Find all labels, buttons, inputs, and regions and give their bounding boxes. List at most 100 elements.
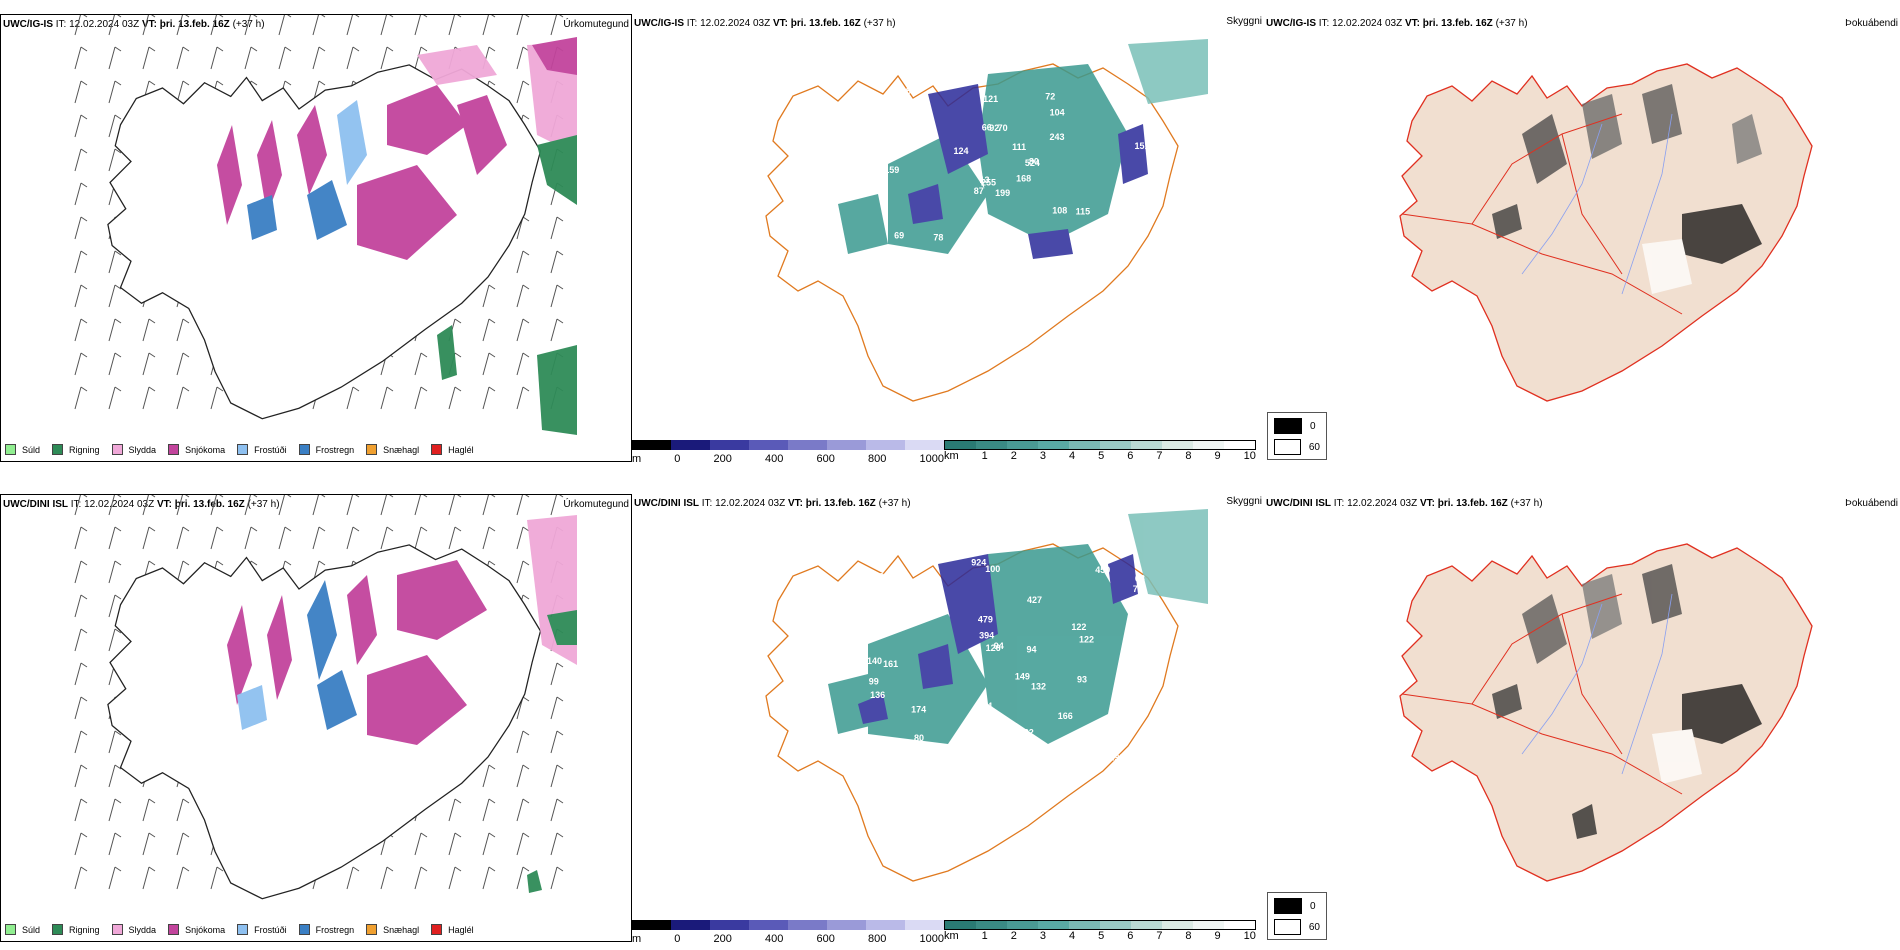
legend-swatch: [168, 924, 180, 935]
visibility-value: 198: [1109, 752, 1124, 762]
wind-barb-icon: [176, 386, 190, 410]
wind-barb-icon: [516, 798, 530, 822]
wind-barb-icon: [312, 15, 326, 36]
wind-barb-icon: [414, 866, 428, 890]
wind-barb-icon: [142, 526, 156, 550]
wind-barb-icon: [414, 832, 428, 856]
legend-swatch: [366, 924, 378, 935]
visibility-value: 124: [954, 146, 969, 156]
wind-barb-icon: [550, 216, 564, 240]
visibility-value: 109: [851, 642, 866, 652]
wind-barb-icon: [346, 46, 360, 70]
visibility-value: 78: [980, 244, 990, 254]
legend-swatch: [111, 924, 123, 935]
wind-barb-icon: [550, 15, 564, 36]
panel-header: UWC/DINI ISL IT: 12.02.2024 03Z VT: þri.…: [1266, 498, 1543, 509]
wind-barb-icon: [448, 866, 462, 890]
wind-barb-icon: [516, 386, 530, 410]
visibility-value: 243: [1050, 132, 1065, 142]
visibility-panel-2: UWC/DINI ISL IT: 12.02.2024 03Z VT: þri.…: [632, 494, 1264, 942]
wind-barb-icon: [516, 526, 530, 550]
wind-barb-icon: [74, 15, 88, 36]
wind-barb-icon: [482, 798, 496, 822]
fog-legend-1: 0 60: [1267, 412, 1327, 460]
wind-barb-icon: [142, 46, 156, 70]
height-scale-bar: [632, 440, 944, 450]
wind-barb-icon: [482, 386, 496, 410]
scale-unit: m: [632, 933, 642, 942]
wind-barb-icon: [108, 318, 122, 342]
visibility-value: 98: [901, 86, 911, 96]
wind-barb-icon: [550, 730, 564, 754]
wind-barb-icon: [550, 250, 564, 274]
height-scale: m 0 200 400 600 800 1000: [632, 920, 944, 942]
wind-barb-icon: [108, 284, 122, 308]
visibility-value: 122: [1019, 727, 1034, 737]
panel-header: UWC/IG-IS IT: 12.02.2024 03Z VT: þri. 13…: [1266, 18, 1528, 29]
visibility-value: 111: [1012, 142, 1026, 152]
visibility-value: 136: [870, 690, 885, 700]
panel-header: UWC/IG-IS IT: 12.02.2024 03Z VT: þri. 13…: [634, 18, 896, 29]
wind-barb-icon: [210, 386, 224, 410]
visibility-value: 70: [998, 123, 1008, 133]
wind-barb-icon: [516, 46, 530, 70]
wind-barb-icon: [550, 696, 564, 720]
visibility-value: 132: [1031, 681, 1046, 691]
legend-item: Frostregn: [298, 444, 354, 455]
wind-barb-icon: [516, 495, 530, 516]
wind-barb-icon: [74, 495, 88, 516]
legend-item: Snjókoma: [168, 444, 225, 455]
legend-item: Frostúði: [237, 924, 287, 935]
visibility-labels: 199 148 255 454 524 78 72 70 104 168 98 92 159 102 87 2…: [862, 86, 1149, 283]
visibility-value: 149: [1015, 671, 1030, 681]
wind-barb-icon: [550, 495, 564, 516]
legend-swatch: [52, 444, 64, 455]
wind-barb-icon: [74, 560, 88, 584]
distance-scale-bar: [944, 920, 1256, 930]
visibility-value: 524: [1025, 158, 1040, 168]
legend-item: Haglél: [431, 444, 474, 455]
wind-barb-icon: [108, 628, 122, 652]
wind-barb-icon: [74, 832, 88, 856]
visibility-value: 49: [889, 121, 899, 131]
visibility-value: 126: [986, 643, 1001, 653]
wind-barb-icon: [74, 352, 88, 376]
visibility-labels: 109 100 122 68 244 198 161 427 479 450 94 93 924 295 3…: [851, 558, 1145, 766]
wind-barb-icon: [176, 832, 190, 856]
wind-barb-icon: [346, 15, 360, 36]
wind-barb-icon: [448, 495, 462, 516]
wind-barb-icon: [482, 15, 496, 36]
visibility-value: 94: [1027, 644, 1037, 654]
wind-barb-icon: [482, 526, 496, 550]
wind-barb-icon: [108, 560, 122, 584]
visibility-value: 148: [883, 125, 898, 135]
visibility-map: 109 100 122 68 244 198 161 427 479 450 94 93 924 295 3…: [765, 509, 1208, 882]
visibility-value: 108: [1052, 205, 1067, 215]
wind-barb-icon: [210, 866, 224, 890]
wind-barb-icon: [414, 526, 428, 550]
wind-barb-icon: [74, 764, 88, 788]
visibility-value: 479: [978, 614, 993, 624]
wind-barb-icon: [516, 832, 530, 856]
wind-barb-icon: [108, 866, 122, 890]
wind-barb-icon: [74, 284, 88, 308]
visibility-value: 78: [933, 232, 943, 242]
precip-legend: Súld Rigning Slydda Snjókoma Frostúði Fr…: [5, 924, 486, 935]
wind-barb-icon: [244, 495, 258, 516]
wind-barb-icon: [74, 386, 88, 410]
wind-barb-icon: [312, 526, 326, 550]
visibility-value: 124: [977, 701, 992, 711]
wind-barb-icon: [448, 798, 462, 822]
visibility-value: 924: [971, 558, 986, 568]
visibility-value: 99: [869, 676, 879, 686]
wind-barb-icon: [414, 386, 428, 410]
visibility-value: 188: [892, 745, 907, 755]
height-scale: m 0 200 400 600 800 1000: [632, 440, 944, 462]
legend-swatch: [5, 924, 16, 935]
wind-barb-icon: [108, 80, 122, 104]
visibility-value: 450: [1095, 565, 1110, 575]
legend-item: Frostregn: [298, 924, 354, 935]
visibility-value: 87: [927, 742, 937, 752]
wind-barb-icon: [244, 15, 258, 36]
legend-item: Snæhagl: [366, 924, 419, 935]
